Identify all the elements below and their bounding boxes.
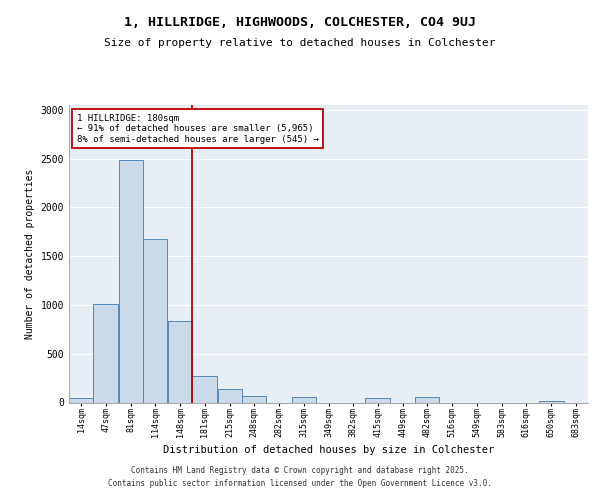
Bar (94, 304, 118, 402)
Text: 1 HILLRIDGE: 180sqm
← 91% of detached houses are smaller (5,965)
8% of semi-deta: 1 HILLRIDGE: 180sqm ← 91% of detached ho… (77, 114, 319, 144)
Bar (415, 397, 439, 402)
Text: Size of property relative to detached houses in Colchester: Size of property relative to detached ho… (104, 38, 496, 48)
Bar (292, 396, 316, 402)
Bar (193, 376, 217, 402)
Bar (143, 238, 167, 402)
Bar (119, 160, 143, 402)
Bar (168, 320, 193, 402)
X-axis label: Distribution of detached houses by size in Colchester: Distribution of detached houses by size … (163, 445, 494, 455)
Bar (69, 398, 94, 402)
Y-axis label: Number of detached properties: Number of detached properties (25, 168, 35, 339)
Text: 1, HILLRIDGE, HIGHWOODS, COLCHESTER, CO4 9UJ: 1, HILLRIDGE, HIGHWOODS, COLCHESTER, CO4… (124, 16, 476, 29)
Bar (218, 389, 242, 402)
Text: Contains HM Land Registry data © Crown copyright and database right 2025.
Contai: Contains HM Land Registry data © Crown c… (108, 466, 492, 487)
Bar (242, 396, 266, 402)
Bar (539, 401, 563, 402)
Bar (365, 398, 390, 402)
